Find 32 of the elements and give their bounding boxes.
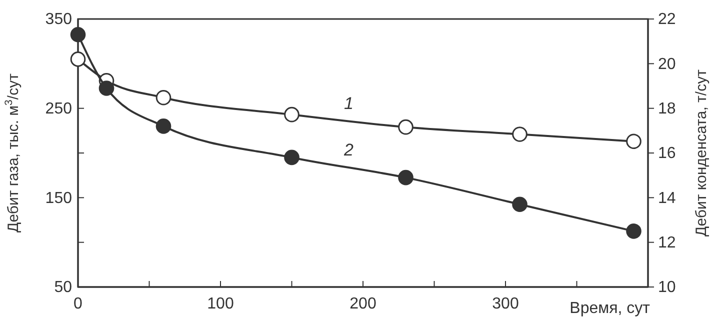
y2-tick-label: 22 xyxy=(658,11,676,28)
x-tick-label: 0 xyxy=(74,295,83,312)
y2-tick-label: 16 xyxy=(658,145,676,162)
series-label: 1 xyxy=(344,94,354,113)
point xyxy=(398,170,414,186)
y-tick-label: 250 xyxy=(45,100,72,118)
x-tick-label: 100 xyxy=(207,295,234,312)
x-axis-title: Время, сут xyxy=(570,300,651,317)
point xyxy=(512,126,528,142)
y2-axis-title: Дебит конденсата, т/сут xyxy=(693,69,710,236)
y-tick-label: 350 xyxy=(45,11,72,28)
point xyxy=(70,52,86,67)
y2-tick-label: 10 xyxy=(658,279,676,296)
y-tick-label: 150 xyxy=(45,190,72,207)
x-tick-label: 200 xyxy=(350,295,376,312)
series-label: 2 xyxy=(343,140,354,160)
point xyxy=(284,150,300,166)
point xyxy=(284,106,300,122)
point xyxy=(626,224,642,239)
point xyxy=(398,119,414,135)
y2-tick-label: 20 xyxy=(658,56,676,73)
y2-tick-label: 12 xyxy=(658,234,676,252)
point xyxy=(512,196,528,212)
y2-tick-label: 14 xyxy=(658,190,676,207)
x-tick-label: 300 xyxy=(492,295,519,312)
point xyxy=(98,80,114,96)
point xyxy=(70,26,86,42)
point xyxy=(626,134,642,150)
y-tick-label: 50 xyxy=(54,279,72,296)
point xyxy=(156,118,172,134)
y2-tick-label: 18 xyxy=(658,100,676,118)
point xyxy=(156,90,172,106)
